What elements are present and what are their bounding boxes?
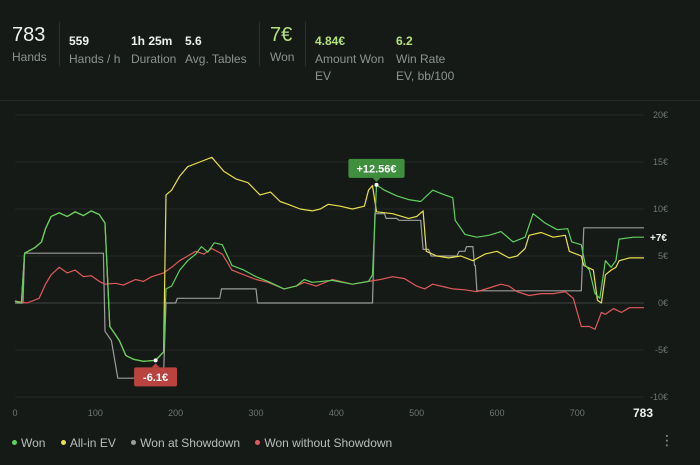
legend-dot-won-at-showdown	[131, 440, 137, 446]
legend-label-all-in-ev: All-in EV	[69, 436, 116, 450]
stat-duration-value: 1h 25m	[131, 34, 173, 48]
low-callout-dot	[153, 358, 158, 363]
stat-win-rate-ev-label: Win Rate EV, bb/100	[396, 52, 455, 83]
legend-dot-won	[12, 440, 17, 446]
x-tick-label: 500	[409, 408, 424, 418]
stat-avg-tables-label: Avg. Tables	[185, 52, 247, 66]
x-tick-label: 300	[248, 408, 263, 418]
series-won-at-showdown-line[interactable]	[15, 213, 644, 379]
peak-callout-box	[348, 158, 405, 178]
stat-duration-label: Duration	[131, 52, 177, 66]
legend-dot-all-in-ev	[60, 440, 66, 446]
x-tick-label: 600	[489, 408, 504, 418]
stat-separator	[305, 22, 306, 66]
stats-bar: 783 Hands 559 Hands / h 1h 25m Duration …	[0, 0, 700, 100]
stat-hands-per-hour: 559 Hands / h	[69, 28, 120, 68]
x-tick-label: 400	[329, 408, 344, 418]
stat-hands-per-hour-value: 559	[69, 34, 90, 48]
y-tick-label: 5€	[658, 251, 668, 261]
end-value-label: +7€	[650, 233, 667, 244]
x-tick-label: 700	[570, 408, 585, 418]
x-tick-label: 200	[168, 408, 183, 418]
peak-callout-dot	[374, 182, 379, 187]
legend-label-won-without-showdown: Won without Showdown	[264, 436, 393, 450]
stat-separator	[59, 22, 60, 66]
low-callout-label: -6.1€	[143, 372, 168, 384]
y-tick-label: -5€	[655, 345, 668, 355]
legend-item-won[interactable]: Won	[12, 436, 45, 450]
low-callout-box	[134, 367, 178, 387]
stat-won: 7€ Won	[270, 24, 295, 66]
y-tick-label: 15€	[653, 157, 668, 167]
stat-avg-tables-value: 5.6	[185, 34, 202, 48]
x-tick-label: 100	[88, 408, 103, 418]
stat-amount-won-ev-label: Amount Won EV	[315, 52, 385, 83]
low-callout-pointer	[151, 363, 160, 368]
profit-chart[interactable]: 20€ 15€ 10€ 5€ 0€ -5€ -10€ 0 100 200 300 400 500 600 7…	[0, 100, 700, 430]
legend-label-won: Won	[21, 436, 46, 450]
stat-won-label: Won	[270, 50, 295, 64]
chart-legend: Won All-in EV Won at Showdown Won withou…	[12, 436, 404, 450]
legend-dot-won-without-showdown	[255, 440, 261, 446]
series-won-line[interactable]	[14, 184, 644, 362]
stat-hands-value: 783	[12, 24, 46, 46]
stat-hands-per-hour-label: Hands / h	[69, 52, 121, 66]
peak-callout-pointer	[372, 177, 381, 182]
stat-won-value: 7€	[270, 24, 293, 46]
legend-label-won-at-showdown: Won at Showdown	[140, 436, 241, 450]
stat-amount-won-ev-value: 4.84€	[315, 34, 346, 48]
more-vertical-icon[interactable]: ⋮	[660, 432, 674, 448]
stat-separator	[259, 22, 260, 66]
y-tick-label: -10€	[650, 392, 668, 402]
stat-hands-label: Hands	[12, 50, 47, 64]
stat-avg-tables: 5.6 Avg. Tables	[185, 28, 247, 68]
x-end-label: 783	[633, 406, 653, 420]
legend-item-all-in-ev[interactable]: All-in EV	[60, 436, 116, 450]
stat-duration: 1h 25m Duration	[131, 28, 176, 68]
stat-win-rate-ev-value: 6.2	[396, 34, 413, 48]
y-tick-label: 0€	[658, 298, 668, 308]
series-won-without-showdown-line[interactable]	[14, 247, 644, 330]
y-tick-label: 20€	[653, 110, 668, 120]
stat-amount-won-ev: 4.84€ Amount Won EV	[315, 28, 391, 85]
series-all-in-ev-line[interactable]	[14, 156, 644, 362]
peak-callout-label: +12.56€	[356, 163, 396, 175]
stat-win-rate-ev: 6.2 Win Rate EV, bb/100	[396, 28, 466, 85]
legend-item-won-without-showdown[interactable]: Won without Showdown	[255, 436, 392, 450]
chart-top-border	[0, 100, 700, 101]
x-tick-label: 0	[12, 408, 17, 418]
legend-item-won-at-showdown[interactable]: Won at Showdown	[131, 436, 240, 450]
y-tick-label: 10€	[653, 204, 668, 214]
stat-hands: 783 Hands	[12, 24, 47, 66]
